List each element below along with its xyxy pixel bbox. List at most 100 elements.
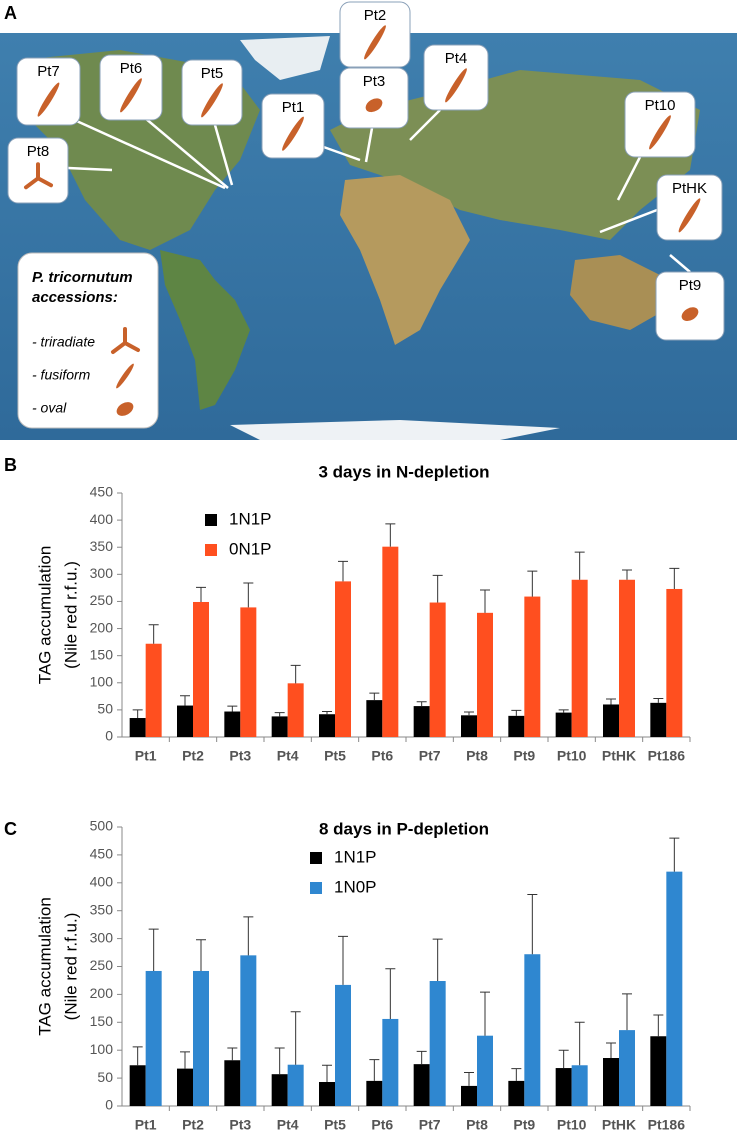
callout-box <box>339 67 409 129</box>
y-tick-label: 500 <box>90 818 114 834</box>
callout-label: Pt7 <box>37 63 60 80</box>
legend-title: accessions: <box>32 289 118 306</box>
bar <box>145 970 162 1106</box>
bar <box>477 612 493 737</box>
x-tick-label: Pt10 <box>557 748 587 764</box>
fusiform-icon <box>116 363 134 389</box>
y-axis-label: TAG accumulation <box>35 546 54 685</box>
callout-box <box>656 174 723 241</box>
error-bar <box>416 1050 427 1065</box>
bar <box>619 1030 635 1106</box>
bar <box>619 579 635 737</box>
error-bar <box>385 968 396 1019</box>
legend-item: - fusiform <box>32 367 91 383</box>
callout-label: Pt4 <box>445 50 468 67</box>
fusiform-cell <box>649 115 671 150</box>
bar <box>287 683 304 737</box>
callout-box <box>261 93 325 159</box>
bar <box>240 607 257 737</box>
error-bar <box>227 1047 238 1061</box>
y-tick-label: 450 <box>90 484 114 500</box>
x-tick-label: Pt6 <box>371 748 393 764</box>
bar <box>382 1018 399 1106</box>
bar <box>413 1064 430 1106</box>
oval-icon <box>116 402 134 416</box>
bar <box>650 702 667 737</box>
x-tick-label: Pt186 <box>648 748 686 764</box>
error-bar <box>653 1014 664 1037</box>
bar <box>193 970 209 1106</box>
x-tick-label: Pt5 <box>324 748 346 764</box>
land <box>570 255 665 330</box>
bar <box>524 596 541 737</box>
x-tick-label: Pt8 <box>466 748 488 764</box>
x-tick-label: Pt6 <box>371 1117 393 1133</box>
error-bar <box>274 712 285 717</box>
y-axis-label: TAG accumulation <box>35 897 54 1036</box>
error-bar <box>322 1064 332 1083</box>
bar <box>666 871 683 1106</box>
y-tick-label: 0 <box>105 728 113 744</box>
fusiform-cell <box>364 25 386 60</box>
bar <box>177 705 193 737</box>
y-tick-label: 250 <box>90 592 114 608</box>
land <box>160 250 250 410</box>
oval-cell <box>681 307 699 322</box>
bar <box>571 1065 588 1106</box>
error-bar <box>196 586 206 602</box>
error-bar <box>432 938 443 982</box>
error-bar <box>574 551 585 580</box>
error-bar <box>385 523 396 547</box>
y-tick-label: 350 <box>90 538 114 554</box>
callout-label: Pt5 <box>201 65 224 82</box>
bar <box>335 984 351 1106</box>
bar <box>461 715 477 737</box>
bar <box>145 643 162 737</box>
bar <box>429 602 446 737</box>
callout-label: Pt8 <box>27 143 50 160</box>
y-tick-label: 450 <box>90 846 114 862</box>
x-tick-label: Pt3 <box>229 748 251 764</box>
bar <box>177 1068 193 1106</box>
y-tick-label: 250 <box>90 957 114 973</box>
bar <box>461 1085 477 1106</box>
fusiform-cell <box>678 198 701 233</box>
error-bar <box>464 1072 474 1086</box>
callout-label: Pt2 <box>364 7 387 24</box>
y-tick-label: 200 <box>90 985 114 1001</box>
x-tick-label: Pt7 <box>419 1117 441 1133</box>
pointer-arrow <box>616 156 642 201</box>
bar <box>603 704 619 737</box>
legend-label: 1N1P <box>334 847 377 866</box>
bar <box>555 1068 572 1106</box>
x-tick-label: Pt3 <box>229 1117 251 1133</box>
callout-box <box>181 59 243 126</box>
y-tick-label: 200 <box>90 619 114 635</box>
land <box>330 70 700 240</box>
oval-cell <box>365 98 383 113</box>
error-bar <box>480 589 490 613</box>
x-tick-label: Pt9 <box>513 1117 535 1133</box>
error-bar <box>132 709 143 719</box>
legend-title: P. tricornutum <box>32 269 133 286</box>
bar <box>271 1074 288 1106</box>
x-tick-label: Pt2 <box>182 1117 204 1133</box>
pointer-arrow <box>67 166 113 172</box>
x-tick-label: Pt9 <box>513 748 535 764</box>
error-bar <box>180 695 190 706</box>
bar <box>650 1036 667 1106</box>
callout-box <box>655 271 725 341</box>
x-tick-label: Pt7 <box>419 748 441 764</box>
x-tick-label: PtHK <box>602 748 636 764</box>
bar <box>240 955 257 1106</box>
pointer-arrow <box>599 208 658 234</box>
bar <box>287 1064 304 1106</box>
callout-box <box>99 54 163 121</box>
callout-box <box>423 44 489 111</box>
error-bar <box>606 1042 616 1059</box>
y-tick-label: 150 <box>90 646 114 662</box>
chart-title: 3 days in N-depletion <box>319 462 490 481</box>
pointer-arrow <box>669 254 691 273</box>
error-bar <box>369 1059 380 1081</box>
error-bar <box>338 560 348 582</box>
